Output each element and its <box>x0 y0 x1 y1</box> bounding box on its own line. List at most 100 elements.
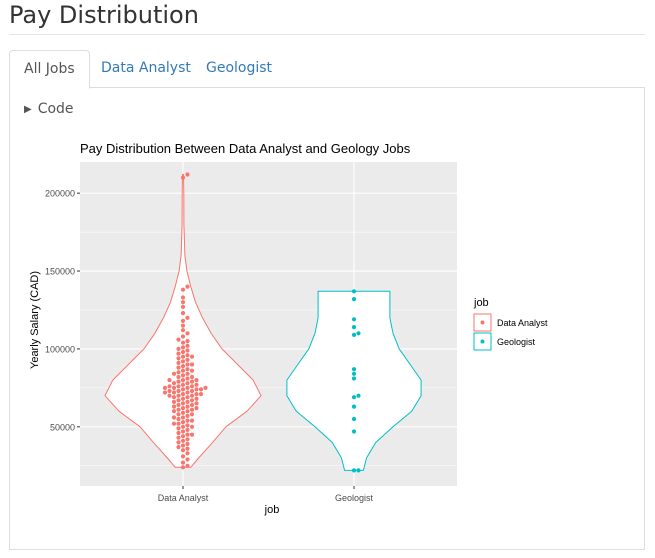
data-point <box>180 392 186 397</box>
data-point <box>351 429 357 434</box>
data-point <box>185 413 190 418</box>
data-point <box>180 387 186 392</box>
data-point <box>189 374 195 380</box>
data-point <box>351 317 357 322</box>
data-point <box>176 445 181 450</box>
data-point <box>185 348 190 353</box>
legend-key-point <box>480 339 485 344</box>
x-tick-label: Data Analyst <box>158 493 209 503</box>
y-tick-label: 50000 <box>50 422 75 432</box>
data-point <box>189 407 195 412</box>
x-axis-label: job <box>264 504 280 516</box>
data-point <box>185 390 190 395</box>
data-point <box>180 359 186 364</box>
data-point <box>356 468 361 473</box>
data-point <box>180 345 186 350</box>
data-point <box>176 356 181 361</box>
data-point <box>167 388 172 394</box>
data-point <box>176 370 181 375</box>
data-point <box>194 406 199 411</box>
data-point <box>171 399 177 404</box>
data-point <box>176 379 181 384</box>
data-point <box>185 432 190 437</box>
legend-title: job <box>473 297 489 309</box>
data-point <box>176 384 181 389</box>
y-tick-label: 100000 <box>45 344 75 354</box>
data-point <box>351 468 357 473</box>
data-point <box>185 385 190 390</box>
data-point <box>189 384 195 389</box>
chart-title: Pay Distribution Between Data Analyst an… <box>80 141 411 156</box>
data-point <box>180 175 186 180</box>
data-point <box>180 328 186 333</box>
data-point <box>185 423 190 428</box>
data-point <box>351 416 357 422</box>
data-point <box>185 367 190 372</box>
data-point <box>176 421 181 426</box>
data-point <box>180 364 186 369</box>
data-point <box>180 406 186 411</box>
data-point <box>176 426 181 431</box>
data-point <box>185 409 190 414</box>
data-point <box>171 421 177 426</box>
data-point <box>180 340 186 345</box>
data-point <box>180 295 186 300</box>
data-point <box>180 420 186 425</box>
legend-label: Data Analyst <box>497 318 548 328</box>
data-point <box>180 465 186 470</box>
tab-geologist[interactable]: Geologist <box>206 60 273 76</box>
tab-all-jobs[interactable]: All Jobs <box>9 50 90 89</box>
data-point <box>180 382 186 387</box>
data-point <box>185 284 190 289</box>
data-point <box>180 396 186 401</box>
data-point <box>194 392 199 397</box>
data-point <box>176 337 181 342</box>
data-point <box>185 418 190 423</box>
data-point <box>167 393 172 398</box>
data-point <box>171 385 177 390</box>
triangle-right-icon: ▶ <box>24 104 32 115</box>
data-point <box>185 315 190 320</box>
title-divider <box>9 34 645 35</box>
data-point <box>189 354 195 359</box>
data-point <box>185 446 190 451</box>
data-point <box>180 378 186 383</box>
data-point <box>171 409 177 414</box>
data-point <box>185 427 190 432</box>
data-point <box>176 435 181 440</box>
data-point <box>185 457 190 462</box>
data-point <box>189 424 195 429</box>
plot-panel <box>80 162 457 486</box>
data-point <box>180 287 186 292</box>
data-point <box>189 412 195 417</box>
data-point <box>185 399 190 404</box>
data-point <box>194 378 199 383</box>
data-point <box>351 325 357 330</box>
data-point <box>185 376 190 381</box>
data-point <box>185 371 190 376</box>
data-point <box>198 387 204 392</box>
data-points <box>162 172 361 473</box>
data-point <box>185 463 190 468</box>
y-tick-label: 200000 <box>45 189 75 199</box>
code-toggle[interactable]: ▶ Code <box>24 101 74 117</box>
data-point <box>180 429 186 434</box>
data-point <box>162 390 168 395</box>
data-point <box>167 384 172 389</box>
data-point <box>185 441 190 446</box>
data-point <box>185 395 190 400</box>
data-point <box>176 346 181 351</box>
data-point <box>176 440 181 445</box>
data-point <box>189 398 195 403</box>
tab-data-analyst[interactable]: Data Analyst <box>101 60 191 76</box>
data-point <box>351 297 357 302</box>
data-point <box>189 362 195 367</box>
data-point <box>162 385 168 390</box>
data-point <box>203 385 208 390</box>
data-point <box>356 331 361 336</box>
data-point <box>176 393 181 398</box>
data-point <box>351 332 357 337</box>
data-point <box>180 443 186 448</box>
data-point <box>176 416 181 422</box>
data-point <box>180 323 186 328</box>
